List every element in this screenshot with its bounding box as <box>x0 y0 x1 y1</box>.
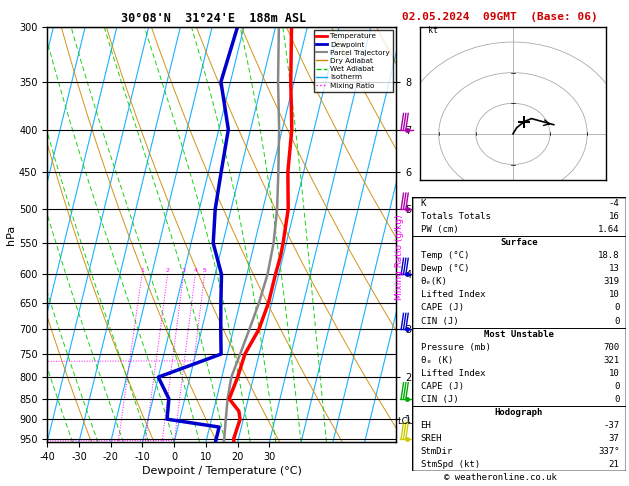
Text: Dewp (°C): Dewp (°C) <box>421 264 469 273</box>
Text: 319: 319 <box>603 278 620 286</box>
Text: 1: 1 <box>140 268 144 273</box>
Text: CIN (J): CIN (J) <box>421 395 458 404</box>
Text: SREH: SREH <box>421 434 442 443</box>
Text: Temp (°C): Temp (°C) <box>421 251 469 260</box>
Text: PW (cm): PW (cm) <box>421 225 458 234</box>
Legend: Temperature, Dewpoint, Parcel Trajectory, Dry Adiabat, Wet Adiabat, Isotherm, Mi: Temperature, Dewpoint, Parcel Trajectory… <box>313 30 392 91</box>
Text: 321: 321 <box>603 356 620 365</box>
Text: 10: 10 <box>609 369 620 378</box>
Text: K: K <box>421 199 426 208</box>
Text: Totals Totals: Totals Totals <box>421 212 491 221</box>
Text: 4: 4 <box>193 268 198 273</box>
Text: 0: 0 <box>614 303 620 312</box>
Text: 0: 0 <box>614 316 620 326</box>
Text: -4: -4 <box>609 199 620 208</box>
Text: θₑ (K): θₑ (K) <box>421 356 453 365</box>
Y-axis label: hPa: hPa <box>6 225 16 244</box>
Text: 30°08'N  31°24'E  188m ASL: 30°08'N 31°24'E 188m ASL <box>121 12 306 25</box>
Text: Mixing Ratio (g/kg): Mixing Ratio (g/kg) <box>395 215 404 300</box>
Text: 18.8: 18.8 <box>598 251 620 260</box>
Text: EH: EH <box>421 421 431 430</box>
Text: Surface: Surface <box>500 238 538 247</box>
Text: Hodograph: Hodograph <box>495 408 543 417</box>
Text: 10: 10 <box>609 291 620 299</box>
Text: Lifted Index: Lifted Index <box>421 291 485 299</box>
Text: StmDir: StmDir <box>421 447 453 456</box>
Text: LCL: LCL <box>398 417 413 426</box>
Text: 0: 0 <box>614 382 620 391</box>
Text: 02.05.2024  09GMT  (Base: 06): 02.05.2024 09GMT (Base: 06) <box>402 12 598 22</box>
Text: 37: 37 <box>609 434 620 443</box>
Text: 5: 5 <box>203 268 206 273</box>
Text: -37: -37 <box>603 421 620 430</box>
Text: 21: 21 <box>609 460 620 469</box>
Text: CAPE (J): CAPE (J) <box>421 382 464 391</box>
Text: 13: 13 <box>609 264 620 273</box>
Text: kt: kt <box>428 26 438 35</box>
Text: CIN (J): CIN (J) <box>421 316 458 326</box>
Text: 700: 700 <box>603 343 620 352</box>
Text: 16: 16 <box>609 212 620 221</box>
Text: 0: 0 <box>614 395 620 404</box>
X-axis label: Dewpoint / Temperature (°C): Dewpoint / Temperature (°C) <box>142 466 302 476</box>
Y-axis label: km
ASL: km ASL <box>428 224 446 245</box>
Text: 1.64: 1.64 <box>598 225 620 234</box>
Text: Pressure (mb): Pressure (mb) <box>421 343 491 352</box>
Text: CAPE (J): CAPE (J) <box>421 303 464 312</box>
Text: θₑ(K): θₑ(K) <box>421 278 447 286</box>
Text: Lifted Index: Lifted Index <box>421 369 485 378</box>
Text: © weatheronline.co.uk: © weatheronline.co.uk <box>443 473 557 482</box>
Text: 337°: 337° <box>598 447 620 456</box>
Text: 3: 3 <box>182 268 186 273</box>
Text: Most Unstable: Most Unstable <box>484 330 554 339</box>
Text: StmSpd (kt): StmSpd (kt) <box>421 460 480 469</box>
Text: 2: 2 <box>165 268 170 273</box>
